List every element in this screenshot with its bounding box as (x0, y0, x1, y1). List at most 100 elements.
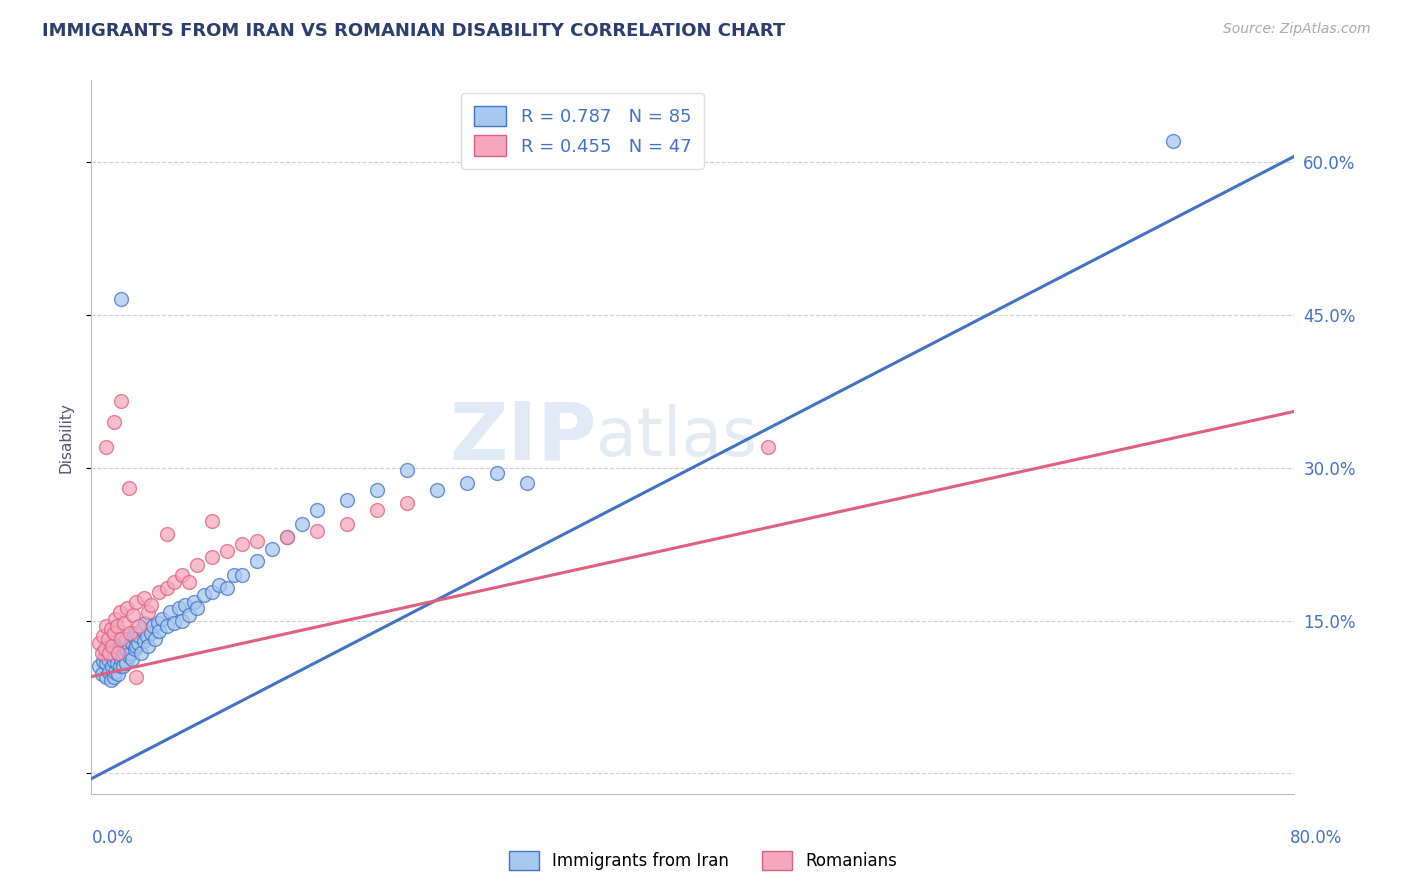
Point (98, 665, 121, 679)
Point (426, 483, 449, 497)
Legend: Immigrants from Iran, Romanians: Immigrants from Iran, Romanians (502, 844, 904, 877)
Point (103, 625, 125, 640)
Point (395, 463, 418, 477)
Point (155, 527, 177, 541)
Point (276, 530, 298, 544)
Point (100, 622, 122, 636)
Point (105, 657, 128, 671)
Point (114, 615, 136, 630)
Point (121, 636, 143, 650)
Point (93, 629, 115, 643)
Point (87, 659, 110, 673)
Point (756, 440, 779, 454)
Point (131, 622, 153, 636)
Point (132, 591, 155, 606)
Point (101, 639, 124, 653)
Point (110, 632, 132, 646)
Point (94, 649, 117, 664)
Point (336, 516, 359, 531)
Point (96, 657, 118, 671)
Point (110, 293, 132, 307)
Point (108, 606, 131, 620)
Point (120, 625, 142, 640)
Point (143, 632, 166, 646)
Point (163, 615, 186, 630)
Point (486, 466, 509, 480)
Point (117, 601, 139, 615)
Point (103, 670, 125, 684)
Point (516, 475, 538, 490)
Point (159, 606, 181, 620)
Point (231, 537, 253, 551)
Point (177, 574, 200, 589)
Point (163, 574, 186, 589)
Point (336, 493, 359, 508)
Point (96, 440, 118, 454)
Point (110, 394, 132, 409)
Point (111, 649, 134, 664)
Point (177, 608, 200, 623)
Point (208, 578, 231, 592)
Point (201, 514, 224, 528)
Point (107, 666, 129, 681)
Point (215, 544, 238, 558)
Point (93, 654, 115, 668)
Point (366, 483, 388, 497)
Point (186, 558, 208, 572)
Y-axis label: Disability: Disability (58, 401, 73, 473)
Point (107, 646, 129, 660)
Point (110, 642, 132, 657)
Point (141, 625, 163, 640)
Text: 0.0%: 0.0% (91, 829, 134, 847)
Point (96, 618, 118, 632)
Point (155, 618, 177, 632)
Point (104, 649, 127, 664)
Point (132, 634, 155, 648)
Point (201, 550, 224, 565)
Point (305, 524, 328, 538)
Point (183, 595, 205, 609)
Point (148, 585, 170, 599)
Point (125, 595, 148, 609)
Point (94, 642, 117, 657)
Point (456, 475, 478, 490)
Point (103, 644, 125, 658)
Point (128, 618, 150, 632)
Point (104, 665, 127, 679)
Point (108, 659, 131, 673)
Point (127, 636, 149, 650)
Point (138, 639, 160, 653)
Point (246, 554, 269, 568)
Point (122, 629, 145, 643)
Point (291, 516, 314, 531)
Point (155, 581, 177, 595)
Point (111, 659, 134, 673)
Point (117, 644, 139, 658)
Point (90, 646, 112, 660)
Point (138, 606, 160, 620)
Point (103, 654, 125, 668)
Point (224, 567, 246, 582)
Point (96, 670, 118, 684)
Point (260, 542, 283, 557)
Point (173, 599, 195, 613)
Point (121, 652, 143, 666)
Point (100, 673, 122, 687)
Point (118, 649, 141, 664)
Point (120, 646, 142, 660)
Text: ZIP: ZIP (449, 398, 596, 476)
Text: Source: ZipAtlas.com: Source: ZipAtlas.com (1223, 22, 1371, 37)
Point (114, 646, 136, 660)
Point (167, 601, 190, 615)
Point (246, 534, 269, 549)
Point (170, 567, 193, 582)
Point (115, 632, 138, 646)
Point (276, 530, 298, 544)
Point (150, 611, 173, 625)
Point (98, 646, 121, 660)
Point (141, 599, 163, 613)
Point (231, 567, 253, 582)
Point (305, 503, 328, 517)
Point (148, 624, 170, 638)
Point (128, 629, 150, 643)
